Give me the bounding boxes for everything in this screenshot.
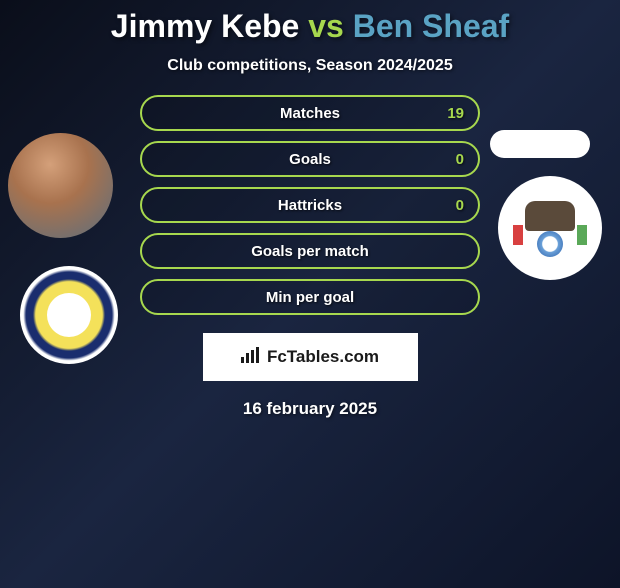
stat-right-value: 19 [440,105,464,122]
date-label: 16 february 2025 [0,399,620,419]
stat-label: Hattricks [180,197,440,214]
stat-row-goals: Goals 0 [140,141,480,177]
player2-avatar [490,130,590,158]
stat-right-value: 0 [440,151,464,168]
chart-icon [241,347,261,368]
branding-text: FcTables.com [267,347,379,367]
comparison-title: Jimmy Kebe vs Ben Sheaf [0,8,620,45]
player1-name: Jimmy Kebe [111,8,300,44]
stat-label: Min per goal [180,289,440,306]
vs-label: vs [308,8,344,44]
stat-right-value: 0 [440,197,464,214]
player2-club-crest [498,176,602,280]
subtitle: Club competitions, Season 2024/2025 [0,57,620,75]
stat-row-matches: Matches 19 [140,95,480,131]
stat-row-gpm: Goals per match [140,233,480,269]
stats-container: Matches 19 Goals 0 Hattricks 0 Goals per… [140,95,480,315]
player1-club-crest [20,266,118,364]
stat-label: Goals [180,151,440,168]
player1-avatar [8,133,113,238]
stat-row-mpg: Min per goal [140,279,480,315]
branding-box: FcTables.com [203,333,418,381]
player2-name: Ben Sheaf [353,8,509,44]
stat-row-hattricks: Hattricks 0 [140,187,480,223]
stat-label: Matches [180,105,440,122]
stat-label: Goals per match [180,243,440,260]
